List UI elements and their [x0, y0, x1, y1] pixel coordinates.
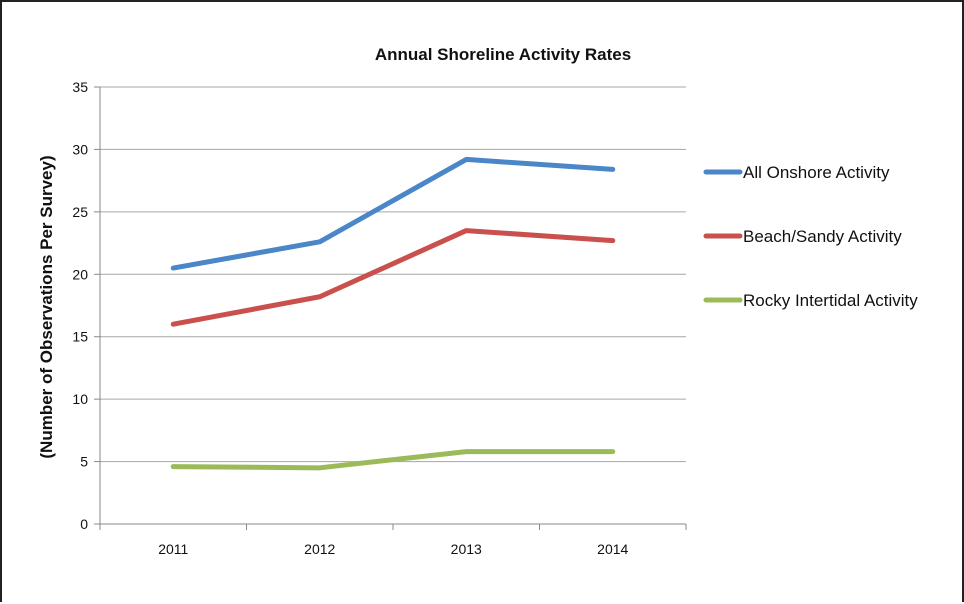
y-tick-label: 25 — [72, 204, 88, 220]
grid-lines — [100, 86, 686, 463]
y-tick-label: 0 — [80, 516, 88, 532]
legend-label: Beach/Sandy Activity — [743, 227, 902, 246]
y-tick-label: 30 — [72, 141, 88, 157]
y-axis-label: (Number of Observations Per Survey) — [37, 155, 56, 458]
y-axis-ticks: 0 5 10 15 20 25 30 35 — [72, 79, 100, 532]
series-lines — [170, 156, 616, 471]
legend-label: Rocky Intertidal Activity — [743, 291, 918, 310]
chart-title: Annual Shoreline Activity Rates — [375, 45, 631, 64]
y-tick-label: 35 — [72, 79, 88, 95]
series-line — [170, 449, 616, 471]
series-line — [170, 228, 616, 327]
x-tick-label: 2013 — [451, 541, 482, 557]
y-tick-label: 5 — [80, 454, 88, 470]
y-tick-label: 10 — [72, 391, 88, 407]
x-tick-label: 2014 — [597, 541, 628, 557]
legend: All Onshore Activity Beach/Sandy Activity… — [703, 163, 918, 310]
legend-label: All Onshore Activity — [743, 163, 890, 182]
series-line — [170, 156, 616, 271]
x-axis-ticks: 2011 2012 2013 2014 — [99, 524, 687, 557]
y-tick-label: 20 — [72, 266, 88, 282]
x-tick-label: 2012 — [304, 541, 335, 557]
y-tick-label: 15 — [72, 329, 88, 345]
x-tick-label: 2011 — [158, 541, 188, 557]
